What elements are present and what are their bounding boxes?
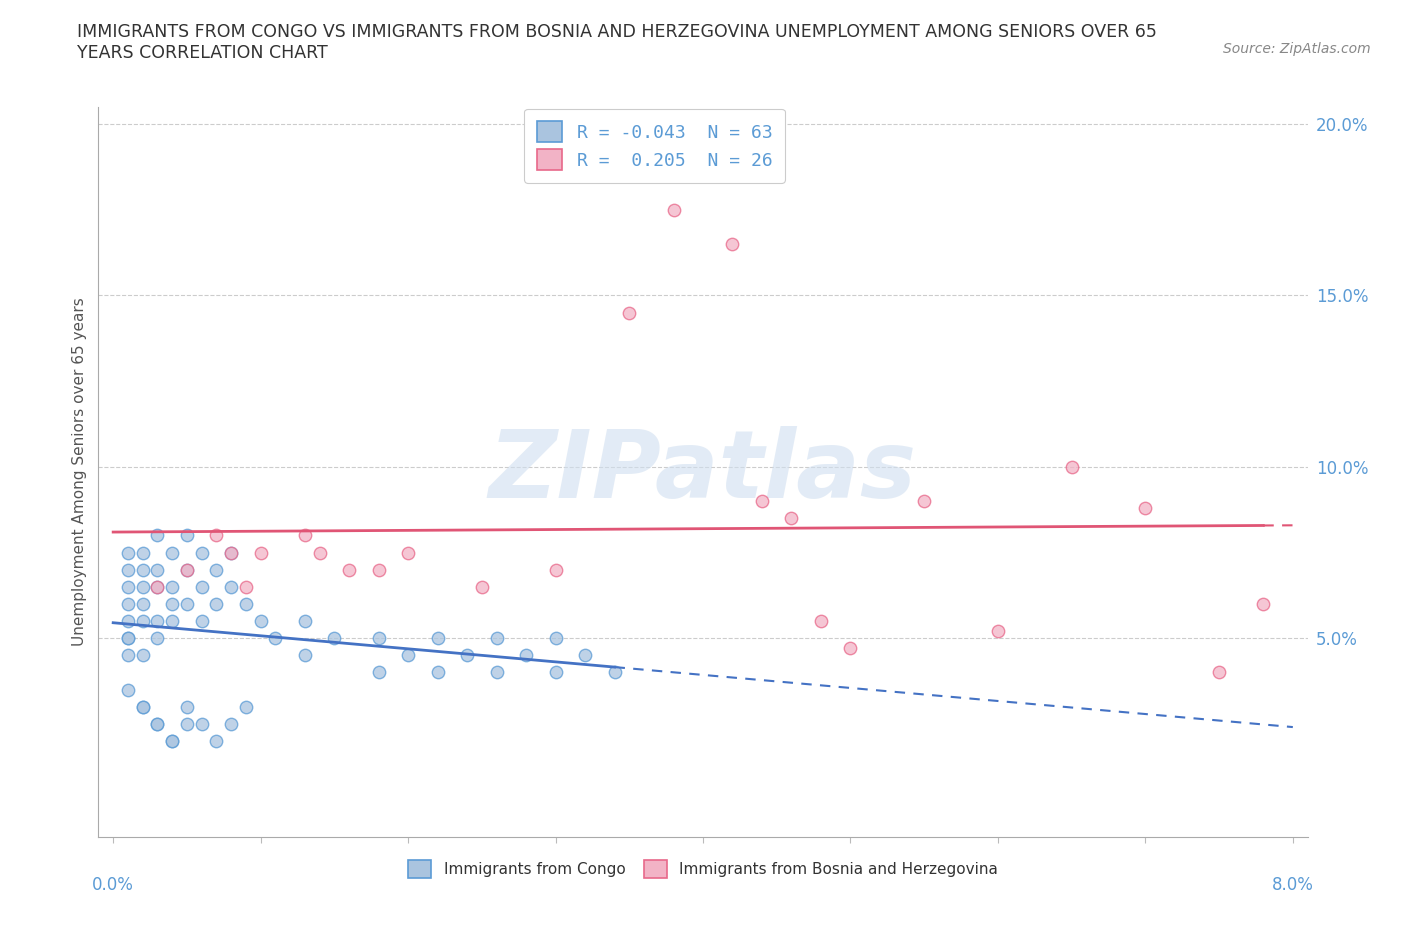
- Point: [367, 631, 389, 645]
- Point: [544, 631, 567, 645]
- Point: [219, 716, 242, 731]
- Text: ZIPatlas: ZIPatlas: [489, 426, 917, 518]
- Point: [1253, 596, 1275, 611]
- Y-axis label: Unemployment Among Seniors over 65 years: Unemployment Among Seniors over 65 years: [72, 298, 87, 646]
- Point: [235, 579, 257, 594]
- Point: [235, 596, 257, 611]
- Point: [574, 648, 596, 663]
- Point: [426, 631, 449, 645]
- Text: 8.0%: 8.0%: [1272, 876, 1313, 894]
- Point: [176, 563, 198, 578]
- Point: [117, 648, 139, 663]
- Text: IMMIGRANTS FROM CONGO VS IMMIGRANTS FROM BOSNIA AND HERZEGOVINA UNEMPLOYMENT AMO: IMMIGRANTS FROM CONGO VS IMMIGRANTS FROM…: [77, 23, 1157, 62]
- Point: [294, 648, 316, 663]
- Point: [146, 579, 169, 594]
- Point: [160, 734, 183, 749]
- Point: [485, 631, 508, 645]
- Point: [619, 305, 641, 320]
- Point: [146, 563, 169, 578]
- Point: [294, 614, 316, 629]
- Point: [117, 563, 139, 578]
- Point: [294, 528, 316, 543]
- Point: [544, 563, 567, 578]
- Point: [117, 545, 139, 560]
- Point: [205, 563, 228, 578]
- Point: [367, 563, 389, 578]
- Point: [308, 545, 330, 560]
- Point: [160, 596, 183, 611]
- Text: 0.0%: 0.0%: [93, 876, 134, 894]
- Point: [131, 614, 153, 629]
- Point: [987, 624, 1010, 639]
- Point: [323, 631, 346, 645]
- Point: [131, 699, 153, 714]
- Point: [603, 665, 626, 680]
- Point: [190, 614, 212, 629]
- Point: [544, 665, 567, 680]
- Point: [1135, 500, 1157, 515]
- Point: [219, 545, 242, 560]
- Point: [160, 579, 183, 594]
- Point: [471, 579, 494, 594]
- Point: [131, 579, 153, 594]
- Point: [146, 579, 169, 594]
- Point: [146, 631, 169, 645]
- Legend: Immigrants from Congo, Immigrants from Bosnia and Herzegovina: Immigrants from Congo, Immigrants from B…: [402, 855, 1004, 884]
- Point: [205, 596, 228, 611]
- Point: [131, 648, 153, 663]
- Point: [1060, 459, 1083, 474]
- Point: [337, 563, 360, 578]
- Point: [396, 648, 419, 663]
- Point: [176, 699, 198, 714]
- Point: [117, 596, 139, 611]
- Point: [426, 665, 449, 680]
- Point: [751, 494, 773, 509]
- Point: [515, 648, 537, 663]
- Point: [780, 511, 803, 525]
- Point: [176, 596, 198, 611]
- Point: [131, 545, 153, 560]
- Point: [219, 545, 242, 560]
- Point: [205, 528, 228, 543]
- Point: [839, 641, 862, 656]
- Point: [190, 545, 212, 560]
- Point: [146, 614, 169, 629]
- Point: [249, 545, 271, 560]
- Point: [219, 579, 242, 594]
- Point: [131, 699, 153, 714]
- Point: [264, 631, 287, 645]
- Point: [176, 528, 198, 543]
- Point: [912, 494, 935, 509]
- Point: [131, 596, 153, 611]
- Point: [721, 236, 744, 251]
- Point: [205, 734, 228, 749]
- Point: [117, 683, 139, 698]
- Point: [146, 716, 169, 731]
- Text: Source: ZipAtlas.com: Source: ZipAtlas.com: [1223, 42, 1371, 56]
- Point: [146, 528, 169, 543]
- Point: [235, 699, 257, 714]
- Point: [810, 614, 832, 629]
- Point: [117, 631, 139, 645]
- Point: [249, 614, 271, 629]
- Point: [485, 665, 508, 680]
- Point: [1208, 665, 1230, 680]
- Point: [190, 579, 212, 594]
- Point: [146, 716, 169, 731]
- Point: [160, 545, 183, 560]
- Point: [117, 614, 139, 629]
- Point: [160, 614, 183, 629]
- Point: [176, 563, 198, 578]
- Point: [117, 631, 139, 645]
- Point: [456, 648, 478, 663]
- Point: [367, 665, 389, 680]
- Point: [190, 716, 212, 731]
- Point: [396, 545, 419, 560]
- Point: [160, 734, 183, 749]
- Point: [176, 716, 198, 731]
- Point: [662, 203, 685, 218]
- Point: [131, 563, 153, 578]
- Point: [117, 579, 139, 594]
